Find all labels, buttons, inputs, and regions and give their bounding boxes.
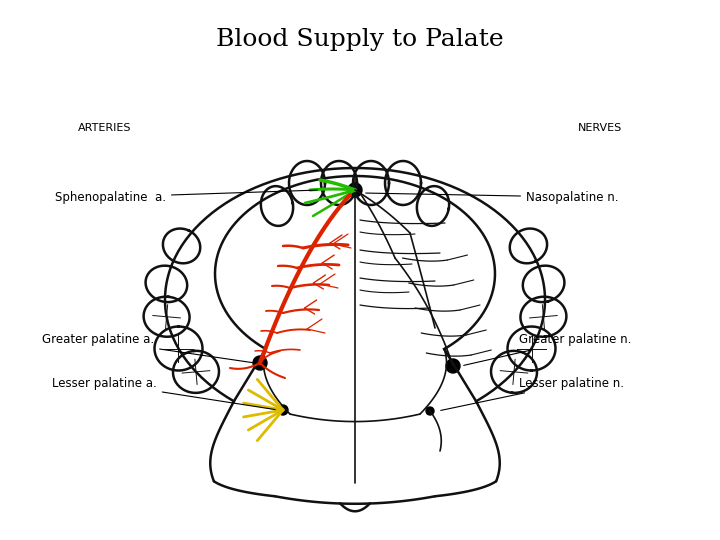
Text: NERVES: NERVES bbox=[578, 123, 622, 133]
Text: Sphenopalatine  a.: Sphenopalatine a. bbox=[55, 190, 318, 204]
Text: Nasopalatine n.: Nasopalatine n. bbox=[366, 191, 618, 204]
Circle shape bbox=[426, 407, 434, 415]
Circle shape bbox=[446, 359, 460, 373]
Text: Lesser palatine a.: Lesser palatine a. bbox=[52, 376, 275, 409]
Text: Greater palatine a.: Greater palatine a. bbox=[42, 334, 252, 362]
Text: Blood Supply to Palate: Blood Supply to Palate bbox=[216, 28, 504, 51]
Circle shape bbox=[253, 356, 267, 370]
Text: Lesser palatine n.: Lesser palatine n. bbox=[441, 376, 624, 410]
Text: ARTERIES: ARTERIES bbox=[78, 123, 132, 133]
Circle shape bbox=[278, 405, 288, 415]
Text: Greater palatine n.: Greater palatine n. bbox=[464, 334, 631, 366]
Circle shape bbox=[348, 183, 362, 197]
